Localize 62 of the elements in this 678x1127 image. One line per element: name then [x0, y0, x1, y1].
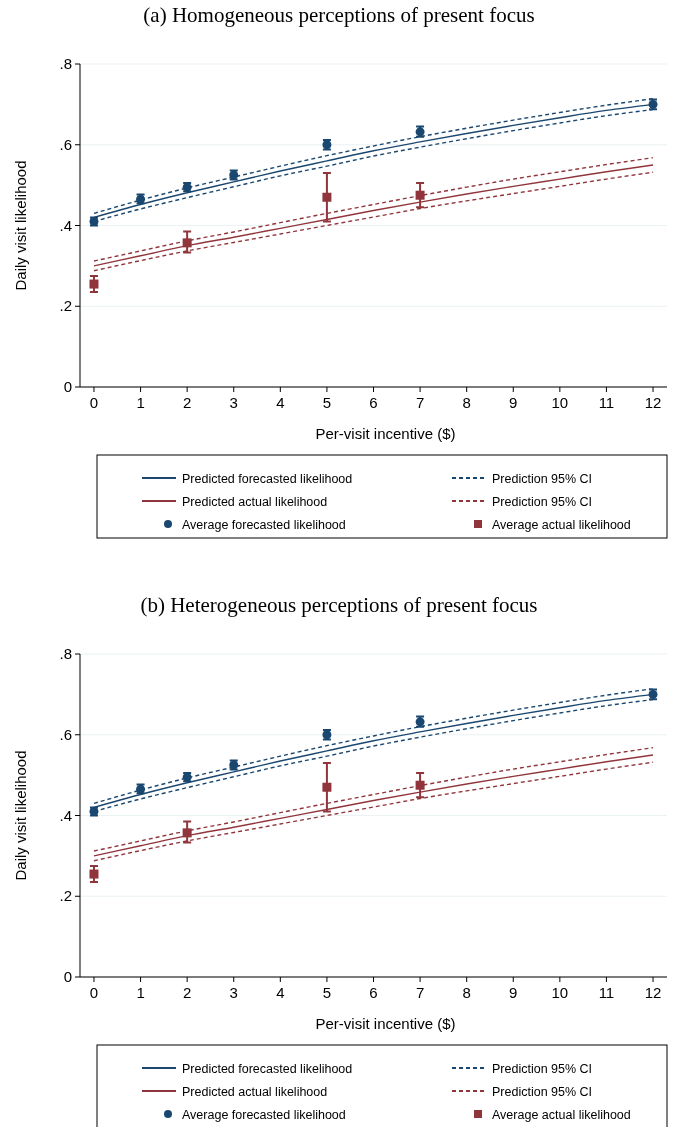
x-tick-label: 1: [136, 984, 145, 1001]
point: [89, 279, 99, 289]
x-tick-label: 7: [415, 394, 425, 411]
y-axis-title: Daily visit likelihood: [12, 160, 29, 291]
x-tick-label: 4: [276, 394, 285, 411]
point: [89, 869, 99, 879]
legend-label: Predicted forecasted likelihood: [182, 1061, 353, 1076]
x-tick-label: 2: [182, 394, 192, 411]
x-tick-label: 12: [644, 984, 662, 1001]
y-tick-label: .4: [59, 806, 72, 824]
x-axis-title: Per-visit incentive ($): [315, 1015, 456, 1032]
y-tick-label: .8: [59, 55, 72, 72]
y-axis-title: Daily visit likelihood: [12, 750, 29, 881]
legend-label: Average actual likelihood: [492, 1107, 631, 1122]
legend-label: Prediction 95% CI: [492, 1084, 593, 1099]
x-axis-title: Per-visit incentive ($): [315, 425, 456, 442]
x-tick-label: 11: [598, 394, 615, 411]
chart-title: (a) Homogeneous perceptions of present focus: [143, 3, 535, 27]
x-tick-label: 10: [551, 394, 569, 411]
point: [182, 238, 192, 248]
x-tick-label: 8: [462, 984, 471, 1001]
point: [182, 828, 192, 838]
x-tick-label: 0: [89, 394, 99, 411]
x-tick-label: 5: [322, 394, 332, 411]
x-tick-label: 9: [509, 394, 518, 411]
y-tick-label: .2: [59, 297, 72, 315]
legend-label: Prediction 95% CI: [492, 1061, 593, 1076]
point: [415, 780, 425, 790]
y-tick-label: .8: [59, 645, 72, 662]
x-tick-label: 10: [551, 984, 569, 1001]
point: [415, 190, 425, 200]
x-tick-label: 9: [509, 984, 518, 1001]
x-tick-label: 7: [415, 984, 425, 1001]
x-tick-label: 5: [322, 984, 332, 1001]
y-tick-label: .6: [59, 135, 72, 153]
x-tick-label: 6: [369, 984, 378, 1001]
x-tick-label: 0: [89, 984, 99, 1001]
legend-label: Predicted actual likelihood: [182, 1084, 328, 1099]
x-tick-label: 6: [369, 394, 378, 411]
point: [322, 782, 332, 792]
y-tick-label: 0: [63, 378, 72, 395]
legend-label: Predicted actual likelihood: [182, 494, 328, 509]
legend-label: Average actual likelihood: [492, 517, 631, 532]
y-tick-label: .4: [59, 216, 72, 234]
x-tick-label: 1: [136, 394, 145, 411]
legend-label: Average forecasted likelihood: [182, 517, 346, 532]
legend-label: Prediction 95% CI: [492, 471, 593, 486]
legend-label: Prediction 95% CI: [492, 494, 593, 509]
x-tick-label: 8: [462, 394, 471, 411]
x-tick-label: 2: [182, 984, 192, 1001]
y-tick-label: 0: [63, 968, 72, 985]
legend-label: Predicted forecasted likelihood: [182, 471, 353, 486]
x-tick-label: 3: [229, 984, 238, 1001]
x-tick-label: 3: [229, 394, 238, 411]
legend-label: Average forecasted likelihood: [182, 1107, 346, 1122]
x-tick-label: 4: [276, 984, 285, 1001]
y-tick-label: .6: [59, 725, 72, 743]
x-tick-label: 12: [644, 394, 662, 411]
point: [322, 192, 332, 202]
x-tick-label: 11: [598, 984, 615, 1001]
chart-title: (b) Heterogeneous perceptions of present focus: [140, 593, 538, 617]
y-tick-label: .2: [59, 887, 72, 905]
